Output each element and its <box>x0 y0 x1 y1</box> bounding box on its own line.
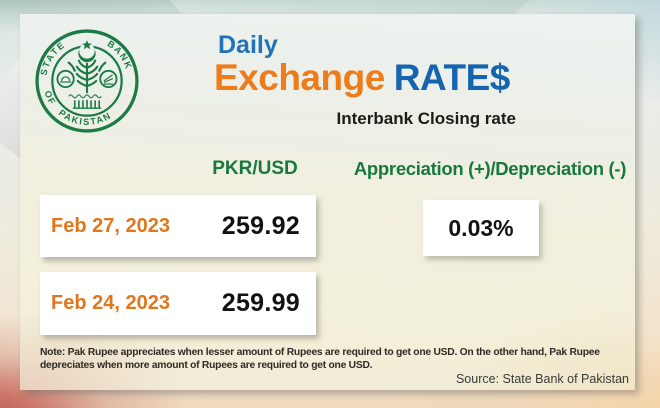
medallion-right-icon <box>99 69 118 89</box>
medallion-left-icon <box>56 69 75 89</box>
col-header-appreciation: Appreciation (+)/Depreciation (-) <box>353 158 627 179</box>
row-rate: 259.99 <box>221 289 300 317</box>
change-value: 0.03% <box>448 214 514 241</box>
title-exchange: Exchange <box>214 57 385 98</box>
sheaf-icon <box>67 59 107 94</box>
subtitle-interbank: Interbank Closing rate <box>336 109 516 128</box>
note-line-2: depreciates when more amount of Rupees a… <box>40 360 373 372</box>
col-header-pkr-usd: PKR/USD <box>212 158 298 179</box>
sbp-logo: STATE BANK OF PAKISTAN <box>35 29 139 133</box>
calligraphy-icon <box>68 94 102 99</box>
source-text: Source: State Bank of Pakistan <box>455 372 629 386</box>
page-title: Exchange RATE$ <box>214 57 511 98</box>
change-box: 0.03% <box>423 200 539 256</box>
rate-row-feb-27: Feb 27, 2023 259.92 <box>40 195 316 257</box>
crescent-icon <box>78 43 96 63</box>
daily-label: Daily <box>218 31 278 59</box>
row-date: Feb 24, 2023 <box>51 292 170 314</box>
logo-outer-ring-icon <box>35 29 139 133</box>
rate-row-feb-24: Feb 24, 2023 259.99 <box>40 272 316 335</box>
star-icon <box>82 40 92 50</box>
note-text: Note: Pak Rupee appreciates when lesser … <box>40 346 600 373</box>
row-date: Feb 27, 2023 <box>51 214 170 237</box>
note-line-1: Note: Pak Rupee appreciates when lesser … <box>40 347 600 358</box>
content-card: STATE BANK OF PAKISTAN <box>20 14 635 390</box>
title-rates: RATE$ <box>393 57 511 98</box>
row-rate: 259.92 <box>221 211 300 240</box>
gate-icon <box>72 99 102 109</box>
